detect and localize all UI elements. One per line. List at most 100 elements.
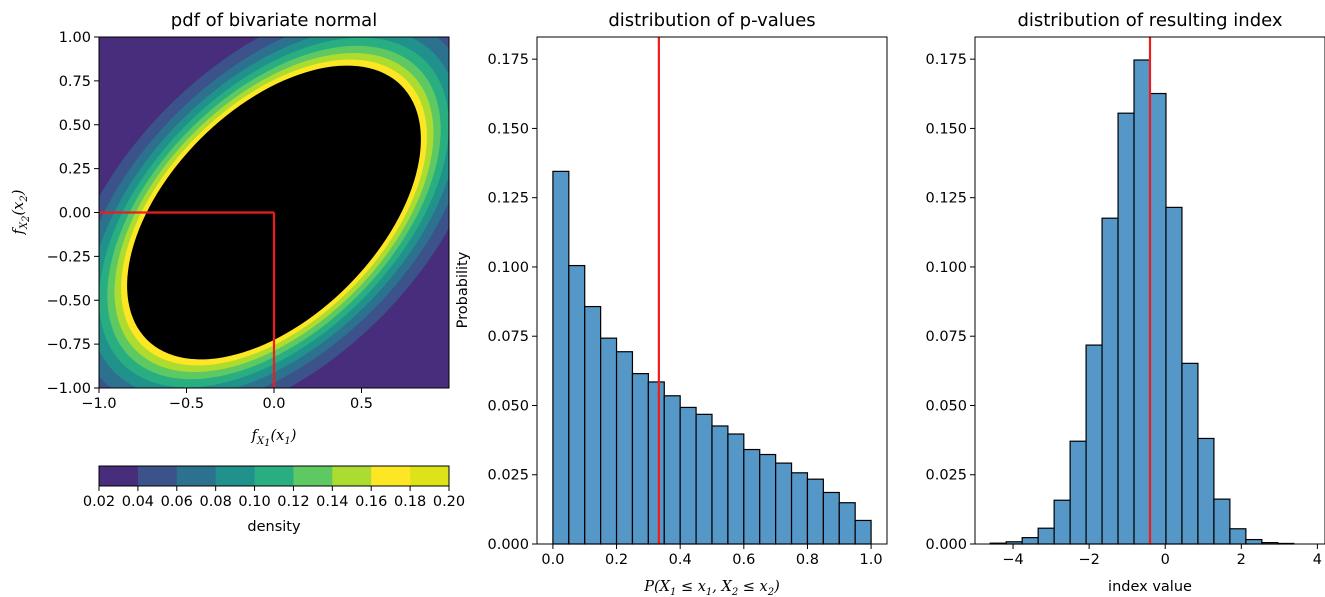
index-x-axis-label: index value <box>1108 579 1192 595</box>
contour-y-ticks: 1.00 0.75 0.50 0.25 0.00 −0.25 −0.50 −0.75 −1.00 <box>47 30 99 397</box>
pvalue-frame <box>536 36 888 545</box>
pvalue-bar <box>679 406 697 545</box>
colorbar-tick-label: 0.14 <box>316 494 348 510</box>
contour-x-tick-label: −0.5 <box>169 396 204 412</box>
pvalue-bar <box>806 478 824 545</box>
colorbar-segment <box>254 466 294 486</box>
pvalue-bar <box>695 413 713 545</box>
index-panel: distribution of resulting index −4 −2 0 2 4 … <box>925 10 1325 595</box>
contour-y-tick-label: 0.00 <box>59 206 91 222</box>
contour-x-axis-label: fX1(x1) <box>251 428 297 449</box>
index-y-tick-label: 0.025 <box>925 468 967 484</box>
pvalue-bar <box>775 462 793 545</box>
index-bar <box>1133 59 1151 545</box>
index-bar <box>1117 112 1135 545</box>
colorbar-tick-label: 0.10 <box>238 494 270 510</box>
index-y-tick-label: 0.125 <box>925 191 967 207</box>
index-x-tick-label: 4 <box>1313 552 1322 568</box>
pvalue-x-axis-label: P(X1 ≤ x1, X2 ≤ x2) <box>643 579 780 597</box>
pvalue-y-tick-label: 0.150 <box>487 121 529 137</box>
contour-x-ticks: −1.0 −0.5 0.0 0.5 <box>81 388 373 412</box>
colorbar-segment <box>371 466 411 486</box>
index-x-tick-label: 2 <box>1237 552 1246 568</box>
index-bars <box>989 59 1295 545</box>
pvalue-title: distribution of p-values <box>608 10 815 31</box>
contour-y-tick-label: 0.75 <box>59 74 91 90</box>
index-x-tick-label: −2 <box>1078 552 1099 568</box>
index-bar <box>1149 92 1167 545</box>
pvalue-bar <box>600 337 618 545</box>
colorbar-tick-label: 0.06 <box>161 494 193 510</box>
pvalue-x-tick-label: 0.6 <box>732 552 755 568</box>
index-x-tick-label: 0 <box>1161 552 1170 568</box>
pvalue-x-tick-label: 0.0 <box>541 552 564 568</box>
index-bar <box>1181 362 1199 545</box>
pvalue-x-tick-label: 1.0 <box>860 552 883 568</box>
colorbar-tick-label: 0.02 <box>83 494 115 510</box>
index-bar <box>1101 217 1119 545</box>
pvalue-y-tick-label: 0.050 <box>487 398 529 414</box>
contour-y-tick-label: −0.25 <box>47 249 91 265</box>
index-bar <box>1245 538 1263 545</box>
pvalue-y-ticks: 0.000 0.025 0.050 0.075 0.100 0.125 0.150 0.175 <box>487 52 537 553</box>
contour-plot-area <box>99 37 449 388</box>
index-y-tick-label: 0.050 <box>925 398 967 414</box>
pvalue-bar <box>854 519 872 545</box>
contour-y-axis-label: fX2(x2) <box>11 190 32 236</box>
index-bar <box>1197 437 1215 545</box>
pvalue-bar <box>743 448 761 545</box>
index-y-tick-label: 0.175 <box>925 52 967 68</box>
index-y-tick-label: 0.000 <box>925 537 967 553</box>
contour-title: pdf of bivariate normal <box>171 10 377 31</box>
colorbar-tick-label: 0.04 <box>122 494 154 510</box>
pvalue-y-tick-label: 0.025 <box>487 468 529 484</box>
pvalue-bar <box>584 305 602 545</box>
index-x-tick-label: −4 <box>1002 552 1023 568</box>
pvalue-bar <box>790 472 809 545</box>
contour-y-tick-label: 0.25 <box>59 162 91 178</box>
pvalue-bar <box>647 381 665 545</box>
contour-y-tick-label: −0.75 <box>47 337 91 353</box>
colorbar: 0.02 0.04 0.06 0.08 0.10 0.12 0.14 0.16 0.18 0.20 <box>83 465 465 510</box>
pvalue-y-tick-label: 0.175 <box>487 52 529 68</box>
pvalue-bar <box>727 433 745 545</box>
contour-x-tick-label: 0.5 <box>350 396 373 412</box>
pvalue-bar <box>615 351 634 545</box>
index-x-ticks: −4 −2 0 2 4 <box>1002 544 1322 568</box>
contour-panel: pdf of bivariate normal −1.0 −0.5 0.0 0.5 1… <box>11 10 465 535</box>
pvalue-bar <box>568 264 586 545</box>
contour-x-tick-label: −1.0 <box>81 396 116 412</box>
colorbar-tick-label: 0.20 <box>433 494 465 510</box>
contour-y-tick-label: −1.00 <box>47 381 91 397</box>
pvalue-bar <box>663 395 681 545</box>
pvalue-bar <box>838 502 856 545</box>
colorbar-frame <box>98 465 450 487</box>
pvalue-y-tick-label: 0.075 <box>487 329 529 345</box>
index-bar <box>1037 527 1055 545</box>
pvalue-x-tick-label: 0.8 <box>796 552 819 568</box>
pvalue-panel: distribution of p-values 0.0 0.2 0.4 0.6 0.8… <box>455 10 888 597</box>
colorbar-tick-label: 0.08 <box>200 494 232 510</box>
colorbar-segment <box>410 466 450 486</box>
pvalue-x-tick-label: 0.2 <box>605 552 628 568</box>
index-bar <box>1085 344 1103 545</box>
pvalue-bar <box>631 373 649 545</box>
index-frame <box>974 36 1325 545</box>
pvalue-y-tick-label: 0.100 <box>487 260 529 276</box>
index-bar <box>1069 440 1087 545</box>
index-y-ticks: 0.000 0.025 0.050 0.075 0.100 0.125 0.150 0.175 <box>925 52 975 553</box>
colorbar-segment <box>332 466 372 486</box>
index-bar <box>1229 528 1247 545</box>
index-bar <box>1021 537 1039 545</box>
colorbar-tick-label: 0.12 <box>277 494 309 510</box>
index-y-tick-label: 0.150 <box>925 121 967 137</box>
colorbar-label: density <box>247 519 301 535</box>
pvalue-x-tick-label: 0.4 <box>669 552 692 568</box>
pvalue-y-tick-label: 0.125 <box>487 191 529 207</box>
pvalue-y-tick-label: 0.000 <box>487 537 529 553</box>
colorbar-segment <box>99 466 139 486</box>
index-bar <box>1213 498 1231 545</box>
pvalue-bar <box>552 170 570 545</box>
contour-y-tick-label: 1.00 <box>59 30 91 46</box>
